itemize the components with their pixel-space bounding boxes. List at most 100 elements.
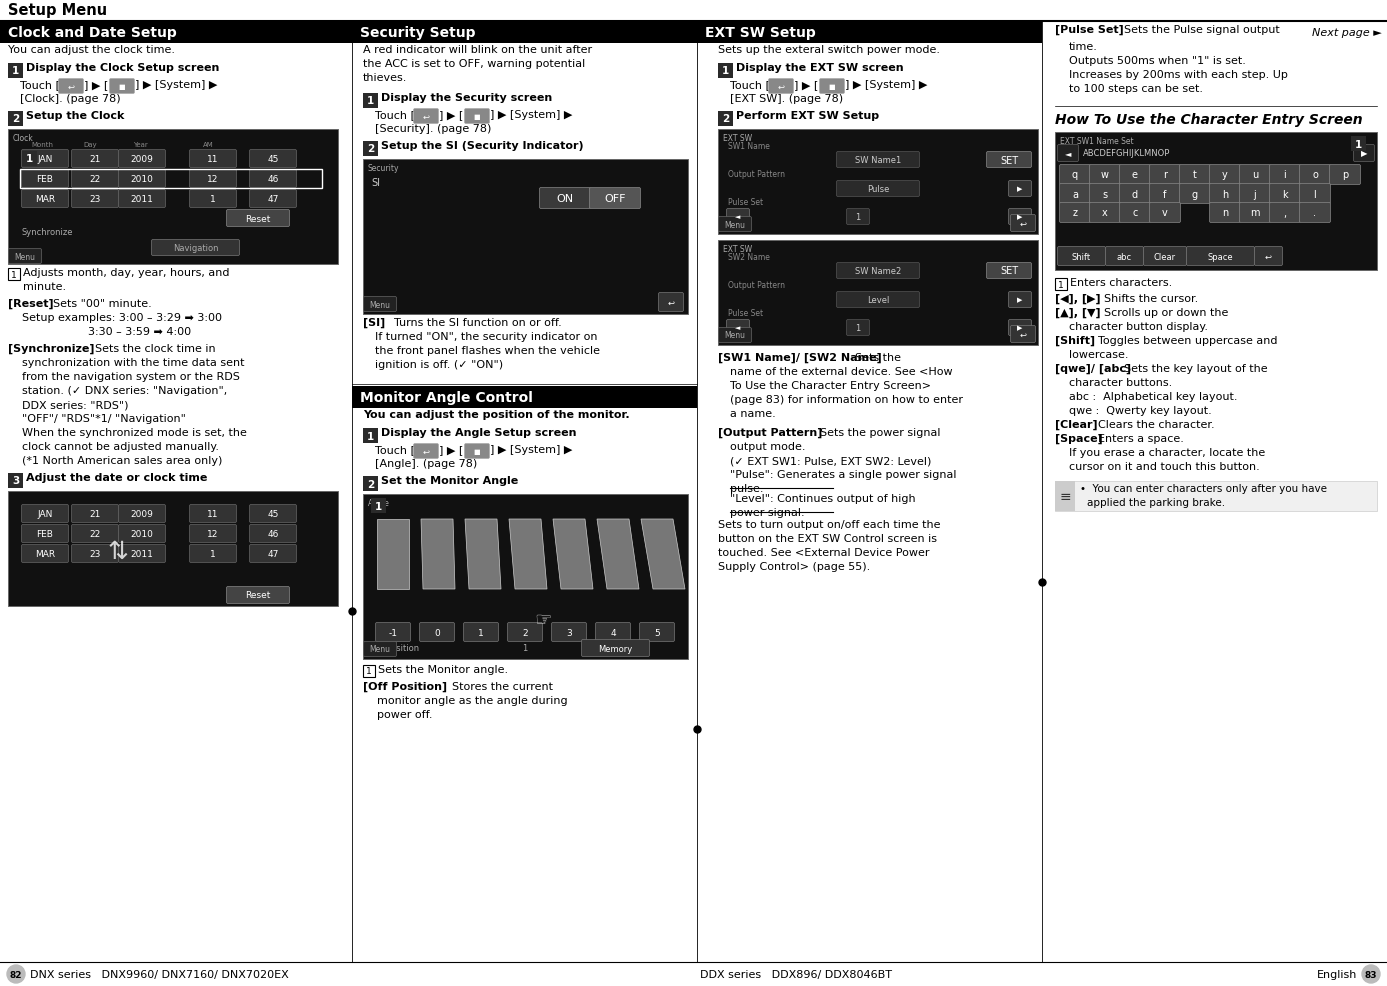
- Text: 1: 1: [523, 643, 527, 652]
- Text: d: d: [1132, 189, 1139, 199]
- Text: power signal.: power signal.: [730, 508, 804, 518]
- Text: ] ▶ [: ] ▶ [: [85, 80, 108, 90]
- Circle shape: [7, 965, 25, 983]
- FancyBboxPatch shape: [72, 190, 118, 208]
- Text: cursor on it and touch this button.: cursor on it and touch this button.: [1069, 461, 1259, 471]
- Text: SI: SI: [370, 177, 380, 187]
- FancyBboxPatch shape: [836, 181, 920, 197]
- Text: 2011: 2011: [130, 195, 154, 204]
- Text: synchronization with the time data sent: synchronization with the time data sent: [22, 358, 244, 368]
- Polygon shape: [465, 520, 501, 590]
- Bar: [1056, 133, 1377, 271]
- Text: [Angle]. (page 78): [Angle]. (page 78): [374, 458, 477, 468]
- Text: Outputs 500ms when "1" is set.: Outputs 500ms when "1" is set.: [1069, 56, 1246, 66]
- Text: 21: 21: [89, 510, 101, 519]
- Text: x: x: [1103, 208, 1108, 218]
- Bar: [718, 130, 1037, 235]
- FancyBboxPatch shape: [508, 623, 542, 642]
- FancyBboxPatch shape: [118, 190, 165, 208]
- FancyBboxPatch shape: [836, 292, 920, 309]
- Text: When the synchronized mode is set, the: When the synchronized mode is set, the: [22, 428, 247, 438]
- Text: You can adjust the clock time.: You can adjust the clock time.: [8, 45, 175, 55]
- FancyBboxPatch shape: [363, 297, 397, 313]
- Text: Turns the SI function on or off.: Turns the SI function on or off.: [387, 317, 562, 327]
- Text: ◄: ◄: [1065, 149, 1071, 159]
- Text: Perform EXT SW Setup: Perform EXT SW Setup: [736, 110, 879, 121]
- Text: If turned "ON", the security indicator on: If turned "ON", the security indicator o…: [374, 331, 598, 342]
- Text: a: a: [1072, 189, 1078, 199]
- Text: Touch [: Touch [: [730, 80, 770, 90]
- FancyBboxPatch shape: [1119, 203, 1150, 223]
- Text: Sets to turn output on/off each time the: Sets to turn output on/off each time the: [718, 520, 940, 529]
- Text: ] ▶ [System] ▶: ] ▶ [System] ▶: [490, 109, 573, 120]
- Text: 83: 83: [1365, 969, 1377, 978]
- Text: [◀], [▶]: [◀], [▶]: [1056, 294, 1101, 304]
- FancyBboxPatch shape: [846, 209, 870, 225]
- FancyBboxPatch shape: [1011, 326, 1036, 343]
- Text: 47: 47: [268, 195, 279, 204]
- Bar: [1056, 279, 1067, 291]
- Bar: [363, 666, 374, 677]
- Text: Setup the SI (Security Indicator): Setup the SI (Security Indicator): [381, 141, 584, 151]
- Text: ↩: ↩: [68, 83, 75, 92]
- Text: Security Setup: Security Setup: [361, 26, 476, 40]
- Text: [Security]. (page 78): [Security]. (page 78): [374, 124, 491, 134]
- Text: 2009: 2009: [130, 155, 154, 164]
- FancyBboxPatch shape: [1008, 181, 1032, 197]
- Text: Touch [: Touch [: [374, 445, 415, 455]
- Text: Menu: Menu: [369, 300, 391, 310]
- FancyBboxPatch shape: [22, 525, 68, 543]
- FancyBboxPatch shape: [226, 587, 290, 603]
- Text: Sets "00" minute.: Sets "00" minute.: [46, 299, 151, 309]
- Text: [SI]: [SI]: [363, 317, 386, 327]
- Text: SET: SET: [1000, 266, 1018, 276]
- Text: FEB: FEB: [36, 529, 54, 538]
- Text: You can adjust the position of the monitor.: You can adjust the position of the monit…: [363, 409, 630, 420]
- Text: Clock: Clock: [12, 134, 33, 143]
- Text: ▶: ▶: [1017, 325, 1022, 331]
- Text: 2: 2: [12, 114, 19, 124]
- FancyBboxPatch shape: [151, 241, 240, 256]
- Text: ,: ,: [1283, 208, 1287, 218]
- Text: ON: ON: [556, 194, 574, 204]
- Text: monitor angle as the angle during: monitor angle as the angle during: [377, 695, 567, 705]
- Text: •  You can enter characters only after you have: • You can enter characters only after yo…: [1080, 483, 1327, 493]
- FancyBboxPatch shape: [1179, 184, 1211, 204]
- Text: Touch [: Touch [: [374, 109, 415, 120]
- Text: power off.: power off.: [377, 709, 433, 719]
- Text: "Level": Continues output of high: "Level": Continues output of high: [730, 494, 915, 504]
- FancyBboxPatch shape: [1179, 166, 1211, 185]
- Text: j: j: [1254, 189, 1257, 199]
- Bar: [363, 160, 688, 315]
- Polygon shape: [641, 520, 685, 590]
- FancyBboxPatch shape: [1209, 203, 1240, 223]
- Text: Enters a space.: Enters a space.: [1092, 434, 1184, 444]
- Text: 2010: 2010: [130, 529, 154, 538]
- Text: time.: time.: [1069, 42, 1099, 52]
- Text: 1: 1: [26, 155, 33, 165]
- Text: e: e: [1132, 171, 1137, 180]
- Text: Sets the Monitor angle.: Sets the Monitor angle.: [379, 665, 508, 674]
- Text: SW1 Name: SW1 Name: [728, 141, 770, 151]
- FancyBboxPatch shape: [589, 188, 641, 209]
- Text: Setup the Clock: Setup the Clock: [26, 110, 125, 121]
- Text: ] ▶ [System] ▶: ] ▶ [System] ▶: [135, 80, 218, 90]
- FancyBboxPatch shape: [836, 263, 920, 279]
- Text: u: u: [1252, 171, 1258, 180]
- Text: SW Name1: SW Name1: [854, 156, 902, 165]
- Bar: [1351, 137, 1366, 152]
- Text: [Clock]. (page 78): [Clock]. (page 78): [19, 94, 121, 104]
- Text: ignition is off. (✓ "ON"): ignition is off. (✓ "ON"): [374, 360, 503, 370]
- Text: 2: 2: [522, 628, 528, 637]
- Text: 1: 1: [856, 213, 860, 222]
- Text: 3: 3: [12, 476, 19, 486]
- Bar: [8, 64, 24, 79]
- FancyBboxPatch shape: [1119, 166, 1150, 185]
- Text: DDX series: "RDS"): DDX series: "RDS"): [22, 399, 129, 409]
- FancyBboxPatch shape: [1060, 184, 1090, 204]
- FancyBboxPatch shape: [118, 545, 165, 563]
- Text: Supply Control> (page 55).: Supply Control> (page 55).: [718, 561, 870, 572]
- FancyBboxPatch shape: [1143, 247, 1186, 266]
- Text: Display the Clock Setup screen: Display the Clock Setup screen: [26, 63, 219, 73]
- Text: clock cannot be adjusted manually.: clock cannot be adjusted manually.: [22, 442, 219, 452]
